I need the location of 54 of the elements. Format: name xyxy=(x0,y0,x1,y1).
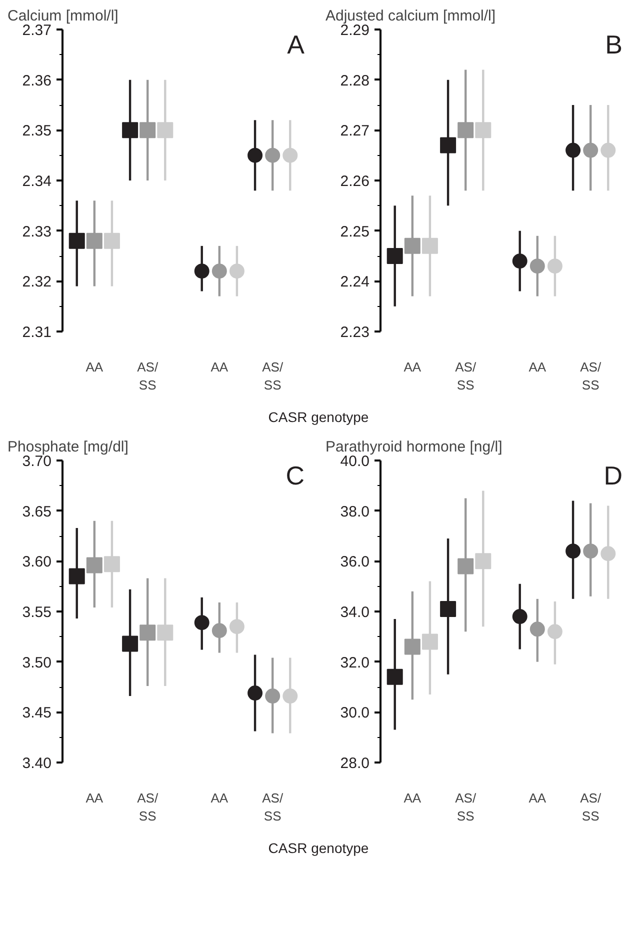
y-tick-label: 34.0 xyxy=(340,604,370,621)
y-tick-label: 40.0 xyxy=(340,453,370,470)
y-tick-label: 3.40 xyxy=(22,755,52,772)
x-tick-label: AA xyxy=(86,790,104,806)
x-tick-label: AA xyxy=(86,360,104,374)
y-tick-label: 2.24 xyxy=(340,274,370,291)
y-tick-label: 3.45 xyxy=(22,704,52,722)
y-tick-label: 2.34 xyxy=(22,173,52,190)
chart-title: Adjusted calcium [mmol/l] xyxy=(326,8,496,24)
chart-title: Phosphate [mg/dl] xyxy=(8,438,128,456)
x-tick-label: AS/ SS xyxy=(455,360,476,392)
x-tick-label: AA xyxy=(404,360,422,374)
x-tick-label: AA xyxy=(528,360,546,374)
x-tick-label: AA xyxy=(210,360,228,374)
x-tick-label: AS/ SS xyxy=(262,790,284,824)
x-axis-title: CASR genotype xyxy=(268,840,369,856)
y-tick-label: 2.27 xyxy=(340,122,370,140)
y-tick-label: 36.0 xyxy=(340,554,370,571)
chart-title: Parathyroid hormone [ng/l] xyxy=(326,438,502,456)
y-tick-label: 2.29 xyxy=(340,22,370,39)
y-tick-label: 38.0 xyxy=(340,503,370,520)
x-tick-label: AS/ SS xyxy=(262,360,284,392)
x-tick-label: AA xyxy=(528,790,546,806)
x-tick-label: AS/ SS xyxy=(580,790,602,824)
y-tick-label: 3.65 xyxy=(22,503,52,520)
annotation: C xyxy=(286,460,305,490)
y-tick-label: 2.32 xyxy=(22,274,52,291)
y-tick-label: 2.33 xyxy=(22,223,52,240)
y-tick-label: 2.37 xyxy=(22,22,52,39)
x-tick-label: AS/ SS xyxy=(580,360,602,392)
y-tick-label: 3.50 xyxy=(22,654,52,672)
y-tick-label: 2.36 xyxy=(22,72,52,90)
y-tick-label: 2.31 xyxy=(22,324,52,341)
y-tick-label: 3.60 xyxy=(22,554,52,571)
y-tick-label: 30.0 xyxy=(340,704,370,722)
x-tick-label: AS/ SS xyxy=(137,360,158,392)
chart-title: Calcium [mmol/l] xyxy=(8,8,118,24)
x-tick-label: AS/ SS xyxy=(137,790,158,824)
x-axis-title: CASR genotype xyxy=(268,409,369,426)
annotation: D xyxy=(604,460,623,490)
y-tick-label: 2.26 xyxy=(340,173,370,190)
x-tick-label: AS/ SS xyxy=(455,790,476,824)
y-tick-label: 28.0 xyxy=(340,755,370,772)
annotation: A xyxy=(287,30,306,60)
y-tick-label: 2.23 xyxy=(340,324,370,341)
y-tick-label: 32.0 xyxy=(340,654,370,672)
x-tick-label: AA xyxy=(404,790,422,806)
y-tick-label: 2.25 xyxy=(340,223,370,240)
y-tick-label: 3.55 xyxy=(22,604,52,621)
annotation: B xyxy=(605,30,622,60)
y-tick-label: 3.70 xyxy=(22,453,52,470)
x-tick-label: AA xyxy=(210,790,228,806)
y-tick-label: 2.35 xyxy=(22,122,52,140)
y-tick-label: 2.28 xyxy=(340,72,370,90)
